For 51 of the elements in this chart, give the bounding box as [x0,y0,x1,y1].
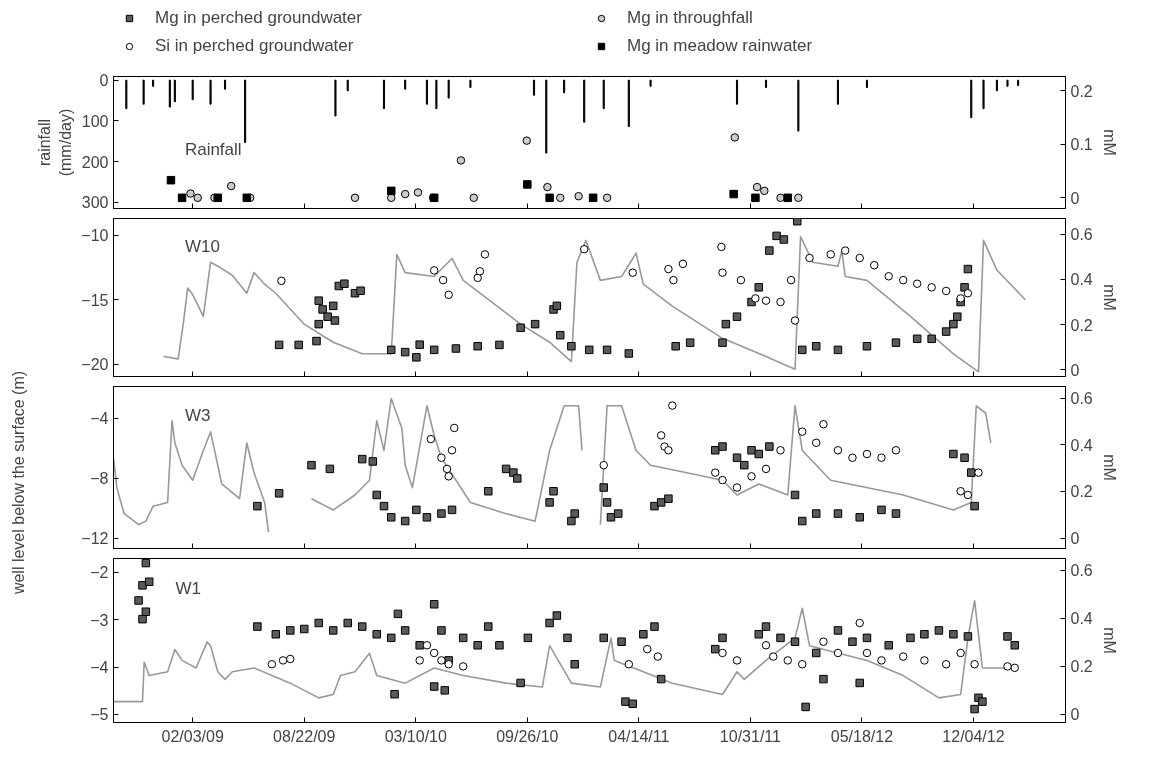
y-tick-label: −10 [81,227,109,245]
y2-tick-label: 0.6 [1070,226,1093,244]
y2-tick-label: 0.2 [1070,658,1093,676]
y2-tick-label: 0.2 [1070,82,1093,100]
y2-axis-title: mM [1100,627,1118,654]
x-tick-label: 05/18/12 [830,727,894,745]
x-tick-label: 10/31/11 [719,727,782,745]
y2-tick-label: 0.4 [1070,436,1093,454]
y-tick-label: −5 [90,706,109,724]
legend-label: Mg in perched groundwater [155,8,363,28]
y-tick-label: 0 [99,72,109,90]
x-tick-label: 02/03/09 [161,727,224,745]
legend-label: Si in perched groundwater [155,36,355,56]
y-tick-label: 300 [81,194,109,212]
annotation: W10 [184,237,220,257]
y2-tick-label: 0.4 [1070,610,1093,628]
y2-tick-label: 0 [1070,530,1080,548]
y2-tick-label: 0.6 [1070,562,1093,580]
y-tick-label: −4 [90,410,109,428]
y-axis-title: rainfall (mm/day) [36,108,74,177]
y2-tick-label: 0.4 [1070,271,1093,289]
annotation: Rainfall [184,139,242,159]
y2-tick-label: 0.6 [1070,390,1093,408]
x-tick-label: 03/10/10 [384,727,448,745]
y-tick-label: −20 [81,356,109,374]
y2-axis-title: mM [1100,129,1118,156]
y-tick-label: −12 [81,530,109,548]
y-tick-label: −3 [90,611,109,629]
y-axis-title: well level below the surface (m) [10,370,27,596]
y2-axis-title: mM [1100,284,1118,311]
y2-tick-label: 0.2 [1070,483,1093,501]
y2-tick-label: 0 [1070,706,1080,724]
annotation: W3 [184,406,211,426]
y-tick-label: −2 [90,564,109,582]
y-tick-label: −4 [90,659,109,677]
x-tick-label: 09/26/10 [496,727,559,745]
legend-label: Mg in throughfall [627,8,754,28]
y-tick-label: 100 [81,112,109,130]
x-tick-label: 08/22/09 [273,727,336,745]
annotation: W1 [175,578,201,598]
x-tick-label: 04/14/11 [608,727,670,745]
y2-tick-label: 0 [1070,361,1080,379]
y2-tick-label: 0.1 [1070,136,1093,154]
y2-tick-label: 0.2 [1070,316,1093,334]
y2-tick-label: 0 [1070,189,1080,207]
legend-label: Mg in meadow rainwater [627,36,814,56]
y2-axis-title: mM [1100,454,1118,481]
y-tick-label: −8 [90,470,109,488]
y-tick-label: 200 [81,153,109,171]
y-tick-label: −15 [81,291,109,309]
x-tick-label: 12/04/12 [942,727,1005,745]
